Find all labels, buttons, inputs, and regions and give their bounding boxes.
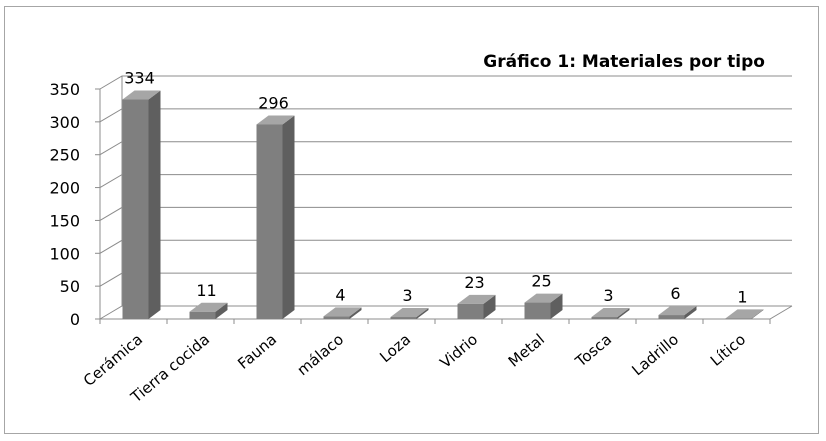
data-label: 11 — [196, 281, 216, 300]
y-tick-label: 250 — [49, 146, 80, 165]
bar-side — [550, 293, 563, 319]
bar — [524, 293, 563, 319]
data-label: 3 — [603, 286, 613, 305]
gridline — [99, 141, 792, 156]
bar-side — [349, 307, 362, 319]
data-label: 1 — [737, 287, 747, 306]
bar — [390, 308, 429, 319]
bar-side — [282, 115, 295, 319]
bar-side — [751, 309, 764, 319]
bar-side — [215, 302, 228, 319]
y-tick-label: 350 — [49, 80, 80, 99]
bar-front — [725, 318, 752, 319]
x-tick-label: Loza — [376, 330, 414, 366]
data-label: 4 — [335, 285, 345, 304]
y-tick-labels: 0 50 100 150 200 250 300 350 — [49, 80, 80, 329]
bar-front — [256, 124, 283, 319]
x-tick-label: Lítico — [707, 330, 749, 370]
x-tick-label: málaco — [294, 330, 347, 379]
bar — [591, 308, 630, 319]
data-label: 23 — [464, 273, 484, 292]
gridline — [99, 239, 792, 254]
gridline — [99, 108, 792, 123]
gridline — [99, 174, 792, 189]
bar — [256, 115, 295, 319]
bar — [457, 294, 496, 319]
bar-top — [256, 115, 295, 125]
x-tick-label: Vidrio — [436, 330, 481, 372]
x-tick-label: Cerámica — [80, 330, 146, 390]
bar-top — [457, 294, 496, 304]
y-tick-label: 300 — [49, 113, 80, 132]
bar — [658, 306, 697, 319]
y-tick-label: 200 — [49, 179, 80, 198]
bar — [122, 90, 161, 319]
bar-front — [323, 316, 350, 319]
bars — [122, 90, 764, 319]
gridline — [99, 206, 792, 221]
chart-frame: 0 50 100 150 200 250 300 350 334 11 296 4 3 23 25 3 6 1 … — [4, 6, 819, 434]
y-tick-label: 50 — [60, 277, 80, 296]
chart-title: Gráfico 1: Materiales por tipo — [483, 52, 765, 72]
bar-top — [390, 308, 429, 318]
bar — [189, 302, 228, 319]
bar-top — [725, 309, 764, 319]
bar — [323, 307, 362, 319]
y-tick-label: 150 — [49, 211, 80, 230]
bar-front — [524, 302, 551, 319]
data-label: 296 — [258, 93, 289, 112]
bar-front — [591, 317, 618, 319]
x-tick-label: Metal — [505, 330, 548, 370]
bar-top — [189, 302, 228, 312]
bar-front — [457, 303, 484, 319]
bar-side — [684, 306, 697, 319]
y-tick-label: 100 — [49, 244, 80, 263]
bar-top — [122, 90, 161, 100]
bar-top — [323, 307, 362, 317]
bar-front — [189, 311, 216, 319]
bar — [725, 309, 764, 319]
bar-front — [390, 317, 417, 319]
bar-top — [658, 306, 697, 316]
data-label: 3 — [402, 286, 412, 305]
x-tick-label: Tosca — [571, 330, 615, 371]
x-tick-label: Fauna — [234, 330, 280, 372]
data-label: 6 — [670, 284, 680, 303]
x-tick-label: Ladrillo — [628, 330, 682, 379]
bar-side — [483, 294, 496, 319]
bar-top — [591, 308, 630, 318]
bar-front — [658, 315, 685, 319]
data-labels: 334 11 296 4 3 23 25 3 6 1 — [124, 69, 747, 307]
bar-top — [524, 293, 563, 303]
bar-front — [122, 99, 149, 319]
bar-side — [617, 308, 630, 319]
axes — [95, 76, 793, 324]
y-tick-label: 0 — [70, 310, 80, 329]
gridline — [99, 75, 792, 90]
data-label: 25 — [531, 272, 551, 291]
data-label: 334 — [124, 69, 155, 88]
bar-side — [148, 90, 161, 319]
bar-side — [416, 308, 429, 319]
